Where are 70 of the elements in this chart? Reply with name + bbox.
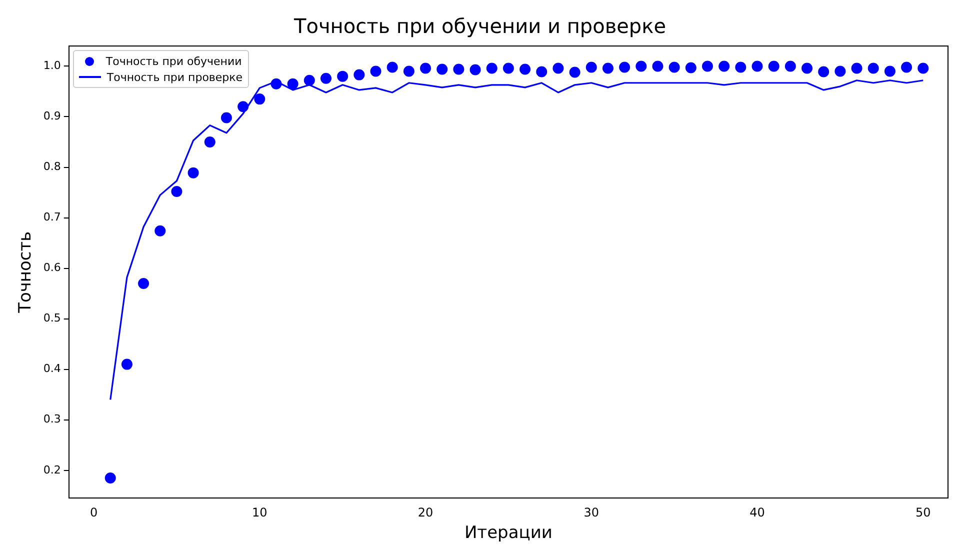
point xyxy=(386,62,398,73)
y-tick-label: 0.8 xyxy=(43,160,61,174)
point xyxy=(718,60,730,72)
point xyxy=(752,60,763,72)
point xyxy=(420,62,432,74)
y-axis-title: Точность xyxy=(16,231,36,314)
point xyxy=(436,64,448,75)
point xyxy=(784,60,796,72)
point xyxy=(552,62,564,74)
legend-label: Точность при проверке xyxy=(106,70,243,84)
x-tick-label: 40 xyxy=(750,506,765,520)
y-tick-label: 0.5 xyxy=(43,312,61,325)
point xyxy=(470,64,481,76)
point xyxy=(702,60,713,72)
chart-title: Точность при обучении и проверке xyxy=(293,14,666,38)
point xyxy=(220,112,232,124)
point xyxy=(486,62,498,74)
point xyxy=(138,278,150,289)
x-tick-label: 30 xyxy=(584,506,600,520)
point xyxy=(188,167,199,178)
y-tick-label: 0.4 xyxy=(43,362,61,376)
point xyxy=(768,60,780,72)
point xyxy=(337,70,348,82)
point xyxy=(121,358,132,370)
point xyxy=(818,66,830,78)
point xyxy=(586,62,597,73)
y-tick-label: 0.9 xyxy=(43,110,61,123)
point xyxy=(851,62,862,74)
point xyxy=(602,62,614,74)
point xyxy=(238,101,249,112)
point xyxy=(154,225,166,236)
point xyxy=(287,78,298,90)
point xyxy=(901,62,912,73)
point xyxy=(918,62,929,74)
point xyxy=(204,136,216,148)
point xyxy=(685,62,696,74)
point xyxy=(270,78,282,90)
y-tick-label: 0.6 xyxy=(43,261,61,274)
x-axis-title: Итерации xyxy=(464,523,552,544)
point xyxy=(370,66,382,77)
x-tick-label: 10 xyxy=(252,506,268,520)
y-tick-label: 0.7 xyxy=(43,210,61,224)
point xyxy=(868,62,879,74)
point xyxy=(834,66,846,77)
point xyxy=(320,72,332,84)
point xyxy=(802,62,813,74)
point xyxy=(354,69,365,80)
y-tick-label: 0.3 xyxy=(43,412,61,426)
point xyxy=(104,472,116,484)
y-tick-label: 1.0 xyxy=(43,59,61,72)
x-tick-label: 20 xyxy=(418,506,434,520)
legend-label: Точность при обучении xyxy=(106,54,242,68)
point xyxy=(304,74,315,86)
point xyxy=(403,66,414,77)
point xyxy=(502,62,514,74)
point xyxy=(520,64,531,75)
point xyxy=(254,94,266,105)
point xyxy=(636,60,647,72)
point xyxy=(619,62,630,73)
point xyxy=(652,60,664,72)
point xyxy=(171,186,182,198)
point xyxy=(884,66,896,77)
x-tick-label: 50 xyxy=(915,506,931,520)
point xyxy=(569,66,580,78)
y-tick-label: 0.2 xyxy=(43,463,61,476)
x-tick-label: 0 xyxy=(90,506,98,520)
point xyxy=(536,66,548,78)
point xyxy=(453,64,464,75)
point xyxy=(735,62,746,73)
point xyxy=(668,62,680,73)
